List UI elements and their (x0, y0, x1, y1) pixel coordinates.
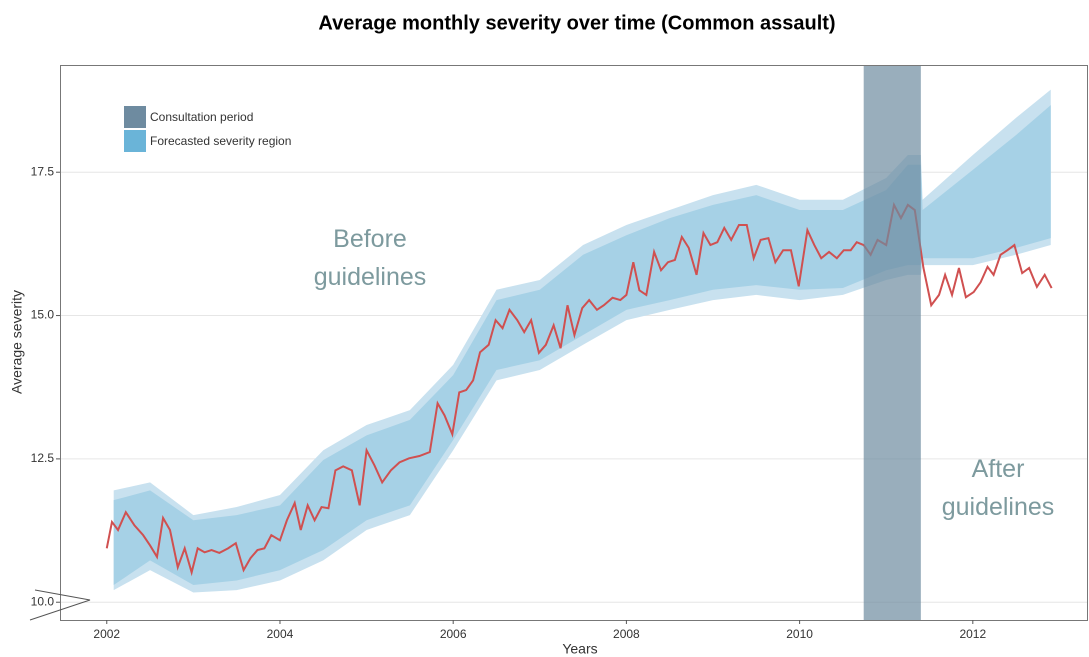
axis-break (29, 589, 91, 621)
y-tick-label: 10.0 (31, 594, 55, 608)
y-tick-label: 17.5 (31, 164, 55, 178)
consultation-period (863, 65, 921, 620)
x-axis-label: Years (562, 641, 597, 657)
x-tick-label: 2010 (786, 627, 813, 641)
y-axis-label: Average severity (9, 290, 25, 394)
legend-swatch-consultation (124, 106, 146, 128)
legend-label: Consultation period (150, 110, 253, 124)
x-tick-label: 2004 (267, 627, 294, 641)
x-tick-label: 2012 (959, 627, 986, 641)
annotation: After guidelines (941, 455, 1055, 521)
plot-frame (60, 65, 1088, 621)
plot-area (60, 65, 1088, 620)
x-tick-label: 2002 (93, 627, 120, 641)
y-tick-label: 15.0 (31, 308, 55, 322)
legend-swatch-forecast (124, 130, 146, 152)
inner-band (113, 105, 1051, 586)
y-tick-label: 12.5 (31, 451, 55, 465)
legend-label: Forecasted severity region (150, 134, 291, 148)
annotation: Before guidelines (313, 225, 427, 291)
x-tick-label: 2008 (613, 627, 640, 641)
x-tick-label: 2006 (440, 627, 467, 641)
chart-title: Average monthly severity over time (Comm… (318, 12, 835, 34)
